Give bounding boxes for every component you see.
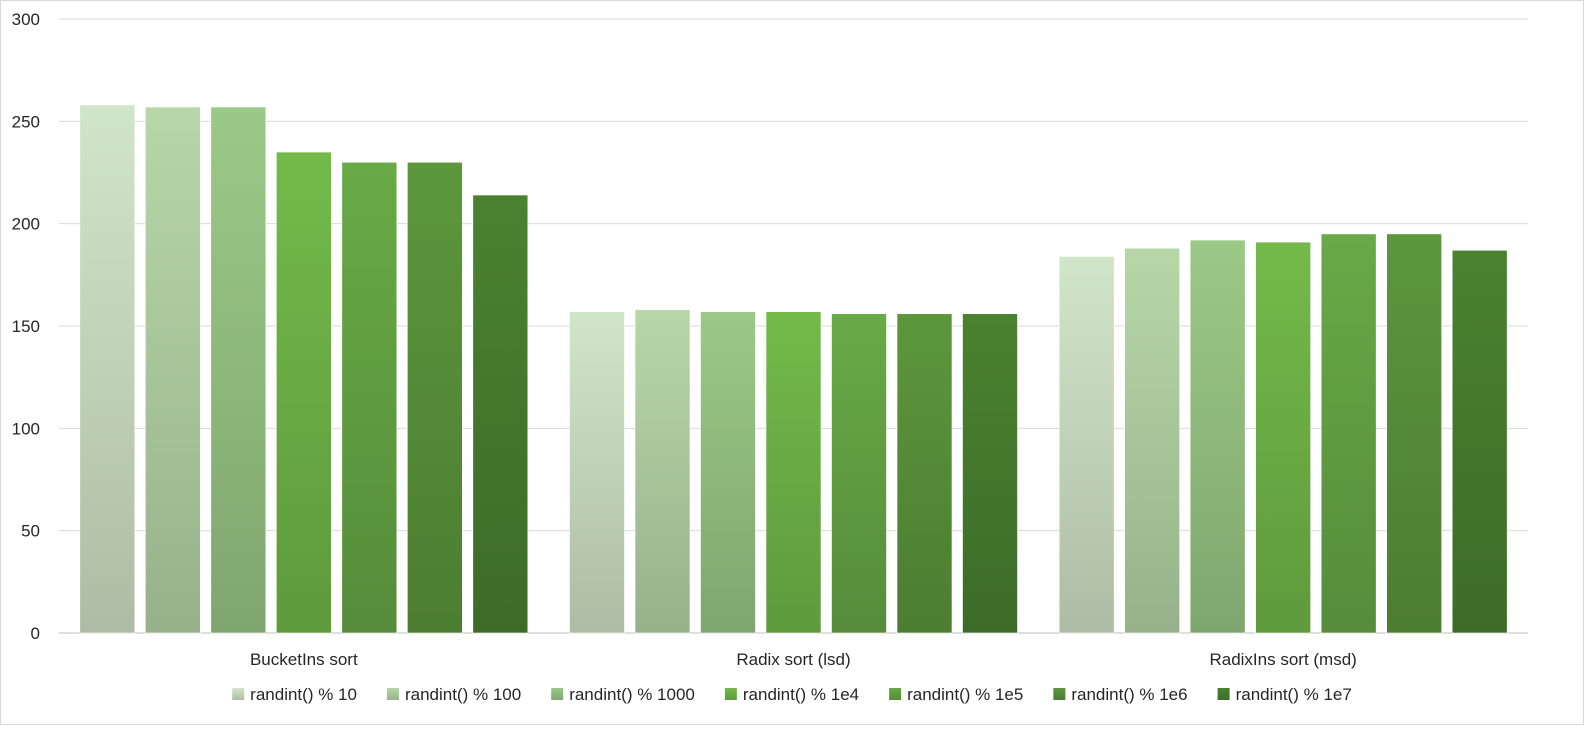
legend-label: randint() % 10	[250, 685, 357, 704]
legend-item-randint-100: randint() % 100	[386, 685, 521, 704]
legend-item-randint-10: randint() % 10	[232, 685, 357, 704]
bar-radixins-sort-msd-randint-100	[1124, 247, 1180, 634]
bar-radix-sort-lsd-randint-1e5	[831, 313, 887, 634]
y-tick-label: 100	[12, 419, 40, 438]
x-category-label: BucketIns sort	[250, 650, 358, 669]
legend-label: randint() % 1e6	[1071, 685, 1187, 704]
legend-swatch	[386, 688, 399, 700]
legend-label: randint() % 1000	[569, 685, 695, 704]
y-tick-label: 300	[12, 10, 40, 29]
legend-item-randint-1e6: randint() % 1e6	[1053, 685, 1188, 704]
legend-swatch	[551, 688, 564, 700]
legend-item-randint-1e5: randint() % 1e5	[889, 685, 1023, 704]
legend: randint() % 10 randint() % 100 randint() %…	[232, 685, 1352, 704]
bar-bucketins-sort-randint-1000	[210, 106, 267, 634]
y-tick-label: 200	[12, 215, 40, 234]
legend-label: randint() % 1e4	[743, 685, 859, 704]
bar-radixins-sort-msd-randint-1e5	[1320, 233, 1377, 634]
bar-radix-sort-lsd-randint-1e7	[962, 313, 1018, 634]
legend-item-randint-1000: randint() % 1000	[551, 685, 695, 704]
bar-radix-sort-lsd-randint-1000	[700, 311, 756, 634]
legend-swatch	[1217, 688, 1230, 700]
bar-radixins-sort-msd-randint-1e4	[1255, 241, 1311, 634]
legend-swatch	[889, 688, 902, 700]
bar-radix-sort-lsd-randint-1e4	[765, 311, 822, 634]
bar-radixins-sort-msd-randint-1e7	[1451, 249, 1508, 634]
x-axis-category-labels: BucketIns sort Radix sort (lsd) RadixIns s…	[250, 650, 1357, 669]
y-tick-label: 150	[12, 317, 40, 336]
legend-label: randint() % 1e5	[907, 685, 1023, 704]
legend-label: randint() % 100	[405, 685, 521, 704]
legend-swatch	[724, 688, 737, 700]
bar-bucketins-sort-randint-1e7	[472, 194, 529, 634]
bar-bucketins-sort-randint-1e4	[276, 151, 332, 634]
bar-bucketins-sort-randint-1e6	[407, 161, 463, 634]
y-tick-label: 50	[21, 522, 40, 541]
bar-bucketins-sort-randint-100	[145, 106, 201, 634]
x-category-label: Radix sort (lsd)	[736, 650, 850, 669]
y-tick-label: 250	[12, 112, 40, 131]
legend-swatch	[1053, 688, 1066, 700]
legend-label: randint() % 1e7	[1236, 685, 1352, 704]
bar-bucketins-sort-randint-10	[79, 104, 136, 634]
legend-item-randint-1e4: randint() % 1e4	[724, 685, 859, 704]
bar-radix-sort-lsd-randint-100	[634, 309, 691, 634]
bar-radixins-sort-msd-randint-1e6	[1386, 233, 1442, 634]
bar-radix-sort-lsd-randint-10	[569, 311, 625, 634]
y-axis-tick-labels: 0 50 100 150 200 250 300	[12, 10, 40, 643]
bar-bucketins-sort-randint-1e5	[341, 161, 398, 634]
legend-swatch	[232, 688, 245, 700]
x-category-label: RadixIns sort (msd)	[1209, 650, 1356, 669]
legend-item-randint-1e7: randint() % 1e7	[1217, 685, 1352, 704]
y-tick-label: 0	[31, 624, 40, 643]
bars	[79, 104, 1508, 634]
bar-radix-sort-lsd-randint-1e6	[896, 313, 953, 634]
bar-radixins-sort-msd-randint-1000	[1189, 239, 1246, 634]
bar-radixins-sort-msd-randint-10	[1058, 256, 1115, 634]
